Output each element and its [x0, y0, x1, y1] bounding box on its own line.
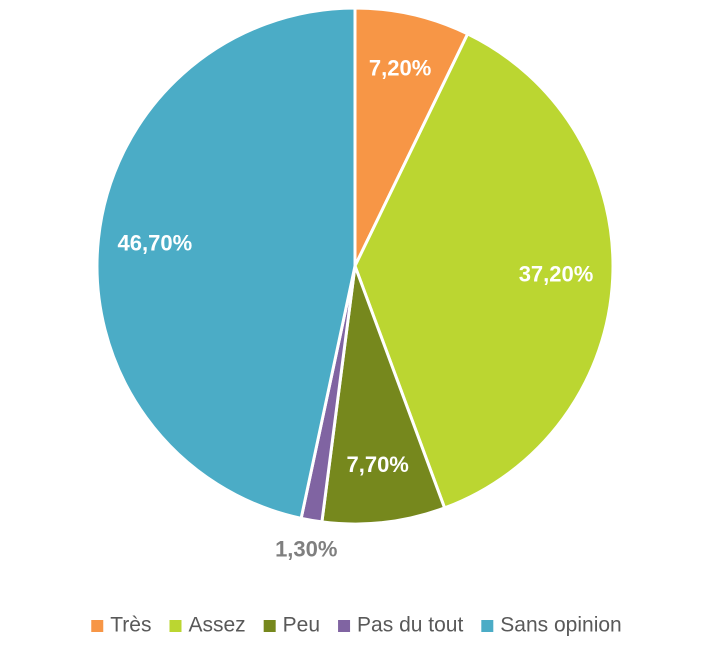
legend-label: Très — [110, 614, 151, 637]
legend-label: Assez — [188, 614, 245, 637]
data-label: 46,70% — [118, 231, 193, 256]
data-label: 37,20% — [519, 262, 594, 287]
legend-swatch — [338, 620, 351, 632]
pie-slice — [95, 6, 357, 521]
data-label: 7,70% — [346, 452, 408, 477]
pie-slice — [353, 31, 615, 510]
legend-swatch — [91, 620, 104, 632]
data-label: 7,20% — [369, 56, 431, 81]
legend-swatch — [263, 620, 276, 632]
data-label: 1,30% — [275, 537, 337, 562]
legend-label: Pas du tout — [357, 614, 463, 637]
legend-label: Sans opinion — [500, 614, 621, 637]
pie-slice — [320, 265, 447, 526]
legend-swatch — [481, 620, 494, 632]
pie-slice — [353, 6, 470, 267]
legend-label: Peu — [283, 614, 320, 637]
legend-swatch — [169, 620, 182, 632]
